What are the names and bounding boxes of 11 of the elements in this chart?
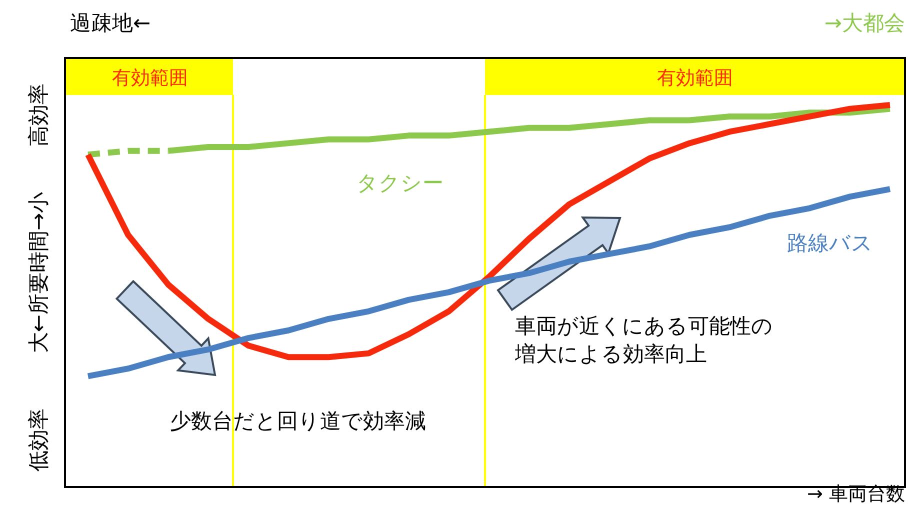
annotation: 少数台だと回り道で効率減 xyxy=(170,409,426,433)
text: 高効率 xyxy=(26,84,51,146)
text: 有効範囲 xyxy=(112,67,188,89)
text: 低効率 xyxy=(26,408,51,472)
series-label: 路線バス xyxy=(787,231,873,255)
y-axis-title: 大←所要時間→小 xyxy=(26,192,51,354)
text: 過疎地← xyxy=(70,11,151,35)
text: →大都会 xyxy=(824,11,905,35)
annotation: 車両が近くにある可能性の増大による効率向上 xyxy=(514,314,773,366)
series-label: タクシー xyxy=(356,171,444,195)
text: 有効範囲 xyxy=(657,67,733,89)
